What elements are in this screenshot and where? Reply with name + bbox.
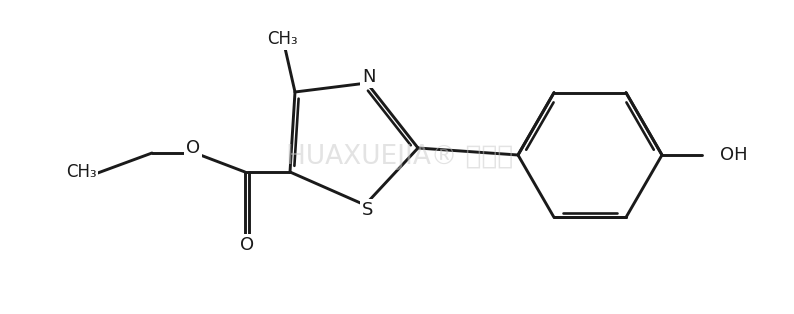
Text: O: O bbox=[240, 236, 254, 254]
Text: N: N bbox=[362, 68, 376, 86]
Text: CH₃: CH₃ bbox=[267, 30, 297, 48]
Text: S: S bbox=[362, 201, 374, 219]
Text: O: O bbox=[186, 139, 200, 157]
Text: CH₃: CH₃ bbox=[66, 163, 96, 181]
Text: OH: OH bbox=[720, 146, 748, 164]
Text: HUAXUEJIA® 化学加: HUAXUEJIA® 化学加 bbox=[287, 144, 514, 170]
